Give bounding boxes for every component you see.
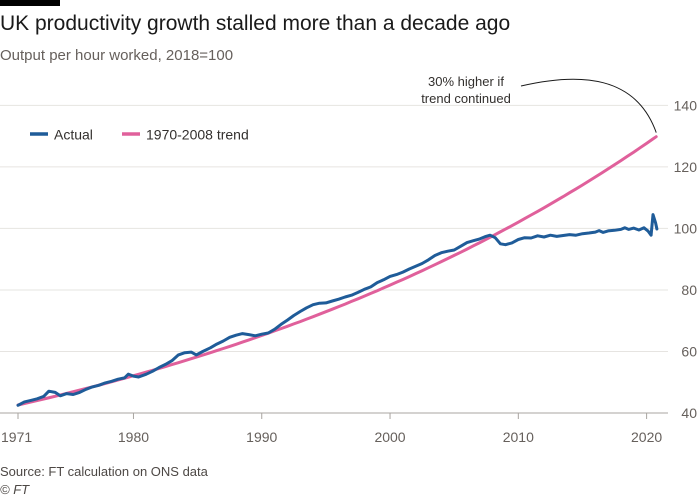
legend: Actual 1970-2008 trend — [30, 127, 249, 143]
annotation: 30% higher if trend continued — [421, 74, 657, 133]
x-tick-label-2010: 2010 — [503, 429, 534, 445]
y-tick-label-140: 140 — [674, 97, 698, 113]
y-tick-label-80: 80 — [681, 282, 697, 298]
x-tick-label-1971: 1971 — [1, 429, 32, 445]
chart-subtitle: Output per hour worked, 2018=100 — [0, 47, 234, 64]
annotation-line-1: 30% higher if — [428, 74, 504, 89]
legend-label-trend: 1970-2008 trend — [146, 127, 249, 143]
y-tick-label-120: 120 — [674, 159, 698, 175]
annotation-connector — [520, 78, 657, 133]
series-line-actual — [16, 213, 659, 407]
annotation-line-2: trend continued — [421, 91, 511, 106]
source-note: Source: FT calculation on ONS data — [0, 464, 208, 479]
grid-lines — [0, 104, 668, 414]
ft-top-bar — [0, 0, 60, 6]
x-axis: 1971 1980 1990 2000 2010 2020 — [1, 413, 662, 445]
y-axis: 40 60 80 100 120 140 — [674, 97, 698, 421]
y-tick-label-60: 60 — [681, 343, 697, 359]
y-tick-label-40: 40 — [681, 405, 697, 421]
x-tick-label-1990: 1990 — [246, 429, 277, 445]
series-line-trend — [16, 135, 658, 407]
x-tick-label-2000: 2000 — [374, 429, 405, 445]
chart-title: UK productivity growth stalled more than… — [0, 12, 511, 35]
ft-credit: © FT — [0, 482, 30, 497]
legend-label-actual: Actual — [54, 127, 93, 143]
x-tick-label-1980: 1980 — [118, 429, 149, 445]
y-tick-label-100: 100 — [674, 220, 698, 236]
x-tick-label-2020: 2020 — [631, 429, 662, 445]
